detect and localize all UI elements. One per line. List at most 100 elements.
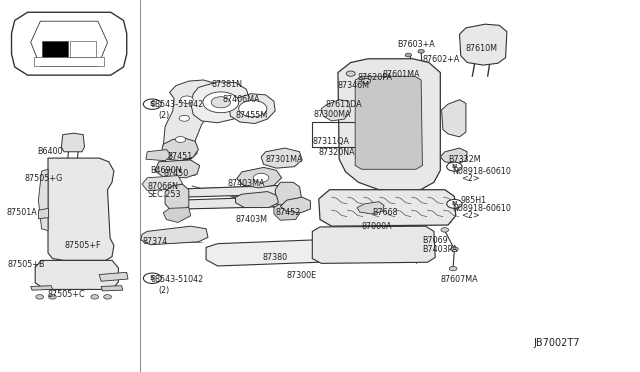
Text: S: S [150,275,155,281]
Circle shape [143,99,161,109]
Text: B7332M: B7332M [448,155,481,164]
Polygon shape [48,158,114,260]
Text: 87610M: 87610M [466,44,498,53]
Text: 87300E: 87300E [287,271,317,280]
Text: 87450: 87450 [163,169,188,178]
Text: 87602+A: 87602+A [422,55,460,64]
Text: B7069: B7069 [422,236,448,245]
Polygon shape [321,100,351,121]
Circle shape [447,199,462,208]
Polygon shape [31,286,52,290]
Text: 985H1: 985H1 [461,196,487,205]
Text: 87601MA: 87601MA [383,70,420,79]
Text: 87320NA: 87320NA [319,148,355,157]
Polygon shape [236,192,278,208]
Polygon shape [338,59,440,193]
Polygon shape [99,272,128,281]
Text: 87505+B: 87505+B [7,260,45,269]
Polygon shape [35,260,118,289]
Polygon shape [165,184,189,211]
Text: 87066N: 87066N [147,182,178,190]
Text: <2>: <2> [461,211,479,220]
Text: 87505+G: 87505+G [24,174,63,183]
Polygon shape [174,185,291,197]
Text: N08918-60610: N08918-60610 [452,204,511,213]
Text: 87346M: 87346M [338,81,370,90]
Text: (2): (2) [159,111,170,120]
Polygon shape [163,80,216,160]
Polygon shape [275,182,302,208]
Polygon shape [174,196,293,209]
Text: B7403PA: B7403PA [422,245,458,254]
Text: N08918-60610: N08918-60610 [452,167,511,176]
Text: 87301MA: 87301MA [266,155,303,164]
Circle shape [449,266,457,271]
Circle shape [239,100,267,117]
Text: 87451: 87451 [168,152,193,161]
Circle shape [91,295,99,299]
Polygon shape [70,41,96,57]
Text: SEC.253: SEC.253 [147,190,180,199]
Circle shape [362,78,371,84]
Circle shape [441,228,449,232]
Polygon shape [161,138,198,161]
Text: JB7002T7: JB7002T7 [534,338,580,348]
Polygon shape [280,197,310,213]
Polygon shape [442,100,466,137]
Text: 87611DA: 87611DA [325,100,362,109]
Text: 87380: 87380 [262,253,287,262]
Polygon shape [101,286,123,291]
Polygon shape [319,190,456,226]
Polygon shape [357,202,384,214]
Polygon shape [155,160,200,178]
Circle shape [49,295,56,299]
Text: 87403M: 87403M [236,215,268,224]
Circle shape [447,162,462,171]
Polygon shape [34,57,104,66]
Text: N: N [452,201,457,206]
Text: 87374: 87374 [142,237,167,246]
Text: 87406MA: 87406MA [223,95,260,104]
Polygon shape [440,148,467,164]
Circle shape [451,247,458,251]
Text: 87381N: 87381N [211,80,242,89]
Circle shape [36,295,44,299]
Polygon shape [42,41,68,57]
Circle shape [405,53,412,57]
Polygon shape [12,12,127,75]
Polygon shape [312,226,435,263]
Polygon shape [355,76,422,169]
Text: 87620PA: 87620PA [357,73,392,81]
Circle shape [175,137,186,142]
Text: 87607MA: 87607MA [440,275,478,283]
Polygon shape [38,208,49,219]
Polygon shape [61,133,84,152]
Text: 87452: 87452 [275,208,301,217]
Text: 87505+F: 87505+F [65,241,101,250]
Polygon shape [261,148,302,168]
Text: 87403MA: 87403MA [227,179,265,187]
Text: 87501A: 87501A [6,208,37,217]
Text: B4690N: B4690N [150,166,182,174]
Circle shape [346,71,355,76]
Circle shape [143,273,161,283]
Polygon shape [191,82,250,123]
Circle shape [203,92,239,113]
Polygon shape [141,226,208,245]
Text: B7603+A: B7603+A [397,40,435,49]
Text: 87300MA: 87300MA [314,110,351,119]
Circle shape [179,115,189,121]
Polygon shape [31,21,108,66]
Text: N: N [452,164,457,169]
Polygon shape [206,240,330,266]
Polygon shape [274,205,301,220]
Circle shape [180,96,193,103]
Text: B6400: B6400 [37,147,63,156]
Polygon shape [163,208,191,222]
Polygon shape [460,24,507,65]
Polygon shape [146,150,172,161]
Text: B7668: B7668 [372,208,398,217]
Polygon shape [237,167,282,188]
Circle shape [253,173,269,182]
Polygon shape [142,176,182,190]
